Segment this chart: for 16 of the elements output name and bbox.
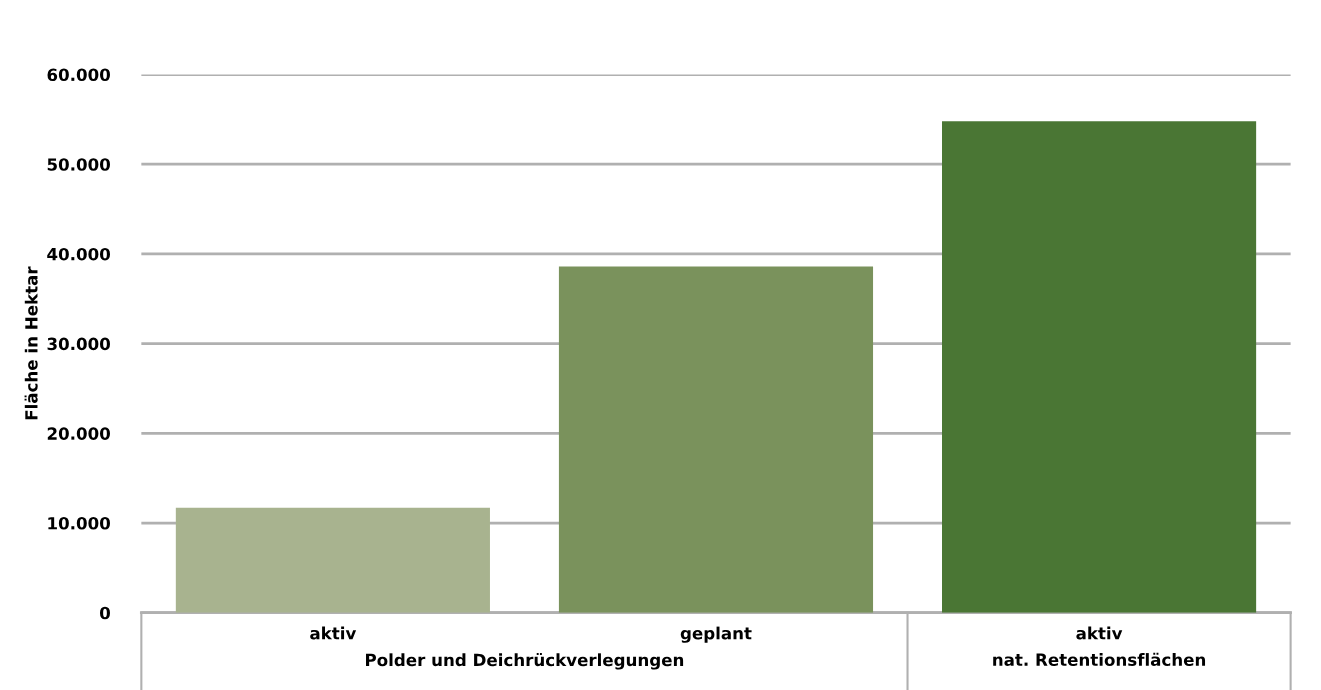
x-tick-label: aktiv (310, 626, 357, 640)
x-tick-label: geplant (680, 626, 752, 643)
bar (175, 507, 490, 613)
bar (558, 266, 874, 613)
text: nat. Retentionsflächen (993, 652, 1206, 666)
text: Polder und Deichrückverlegungen (366, 653, 684, 670)
y-tick-label: 60.000 (47, 68, 110, 82)
y-tick-label: 20.000 (47, 427, 110, 440)
y-tick-label: 0 (99, 606, 110, 620)
y-tick-label: 50.000 (47, 158, 110, 171)
y-tick-label: 10.000 (48, 516, 110, 530)
x-tick-label: aktiv (1076, 626, 1123, 640)
y-tick-label: 30.000 (47, 337, 110, 351)
bar (942, 121, 1257, 613)
y-axis-title: Fläche in Hektar (24, 266, 38, 420)
y-tick-label: 40.000 (47, 247, 110, 261)
